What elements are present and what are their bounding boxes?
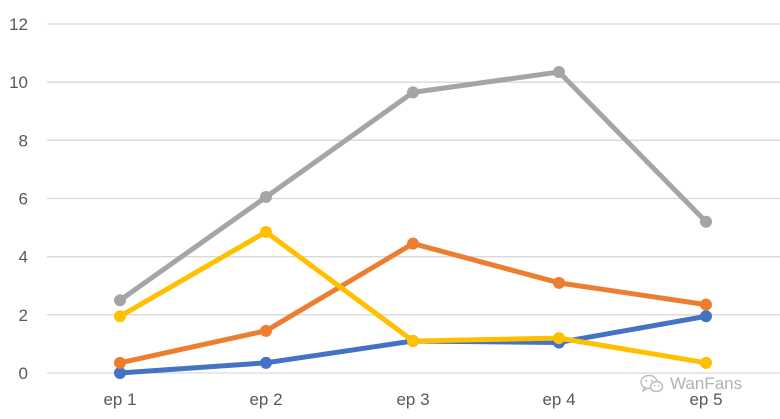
y-axis-ticks: 0 2 4 6 8 10 12 xyxy=(9,15,28,383)
series-2 xyxy=(114,237,712,369)
data-point xyxy=(553,332,565,345)
x-tick-label: ep 3 xyxy=(396,390,429,409)
y-tick-label: 0 xyxy=(19,364,28,383)
data-point xyxy=(700,298,712,311)
y-tick-label: 12 xyxy=(9,15,28,34)
data-point xyxy=(407,86,419,99)
watermark: WanFans xyxy=(640,374,742,394)
x-tick-label: ep 4 xyxy=(542,390,575,409)
data-point xyxy=(553,276,565,289)
x-axis-ticks: ep 1 ep 2 ep 3 ep 4 ep 5 xyxy=(103,390,722,409)
data-point xyxy=(700,310,712,323)
data-point xyxy=(700,215,712,228)
data-point xyxy=(114,356,126,369)
data-point xyxy=(553,65,565,78)
y-tick-label: 6 xyxy=(19,190,28,209)
data-point xyxy=(407,237,419,250)
data-point xyxy=(260,225,272,238)
data-point xyxy=(260,324,272,337)
data-point xyxy=(114,367,126,379)
series-3 xyxy=(114,65,712,307)
x-tick-label: ep 5 xyxy=(689,390,722,409)
data-point xyxy=(114,294,126,307)
data-point xyxy=(114,310,126,323)
data-point xyxy=(260,356,272,369)
watermark-text: WanFans xyxy=(670,374,743,393)
x-tick-label: ep 2 xyxy=(249,390,282,409)
gridlines xyxy=(47,23,780,374)
y-tick-label: 10 xyxy=(9,73,28,92)
data-point xyxy=(407,335,419,348)
wechat-icon xyxy=(640,374,664,393)
y-tick-label: 4 xyxy=(19,248,28,267)
x-tick-label: ep 1 xyxy=(103,390,136,409)
data-point xyxy=(700,356,712,369)
series-4 xyxy=(114,225,712,369)
series-group xyxy=(114,65,712,379)
y-tick-label: 2 xyxy=(19,306,28,325)
y-tick-label: 8 xyxy=(19,131,28,150)
data-point xyxy=(260,191,272,204)
